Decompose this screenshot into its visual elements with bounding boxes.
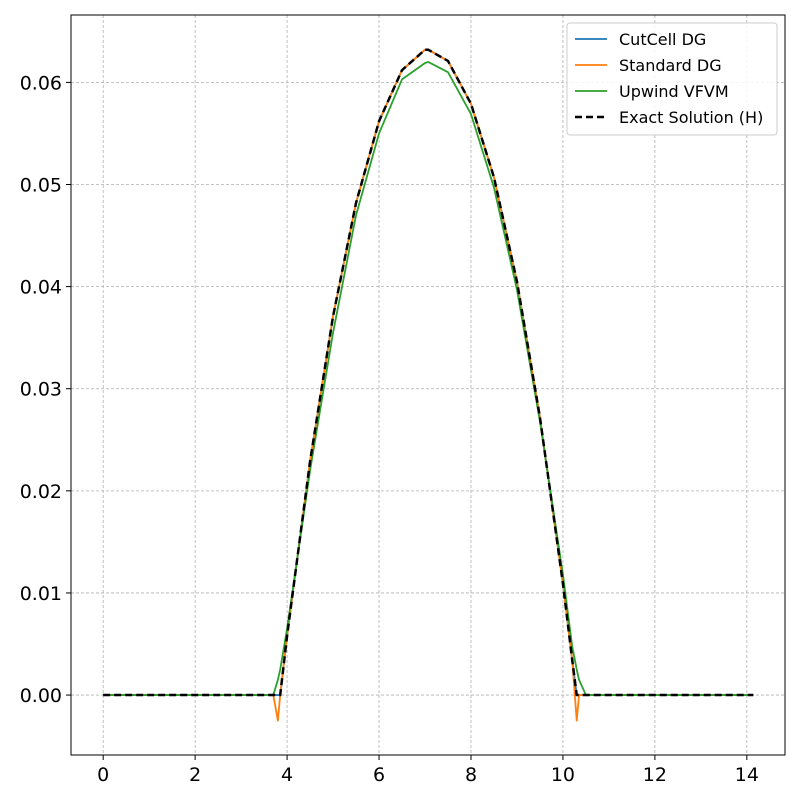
legend-label: CutCell DG: [619, 30, 706, 49]
y-tick-label: 0.00: [20, 685, 62, 707]
y-tick-label: 0.03: [20, 379, 62, 401]
x-tick-label: 2: [189, 764, 201, 786]
x-tick-label: 4: [281, 764, 293, 786]
x-tick-label: 12: [643, 764, 667, 786]
legend-label: Standard DG: [619, 56, 722, 75]
x-tick-label: 8: [465, 764, 477, 786]
legend: CutCell DG Standard DG Upwind VFVM Exact So…: [566, 22, 778, 136]
legend-label: Exact Solution (H): [619, 108, 763, 127]
x-tick-label: 6: [373, 764, 385, 786]
x-tick-label: 0: [97, 764, 109, 786]
y-tick-label: 0.05: [20, 175, 62, 197]
x-tick-label: 10: [551, 764, 575, 786]
y-tick-label: 0.02: [20, 481, 62, 503]
y-tick-label: 0.06: [20, 72, 62, 94]
plot-frame: [70, 14, 786, 756]
legend-box: [566, 22, 778, 136]
ticks: 0 2 4 6 8 10 12 14 0.00 0.01 0.02 0.03 0.04 0.05 0.06: [20, 72, 759, 786]
x-tick-label: 14: [735, 764, 759, 786]
y-tick-label: 0.01: [20, 583, 62, 605]
series-line: [103, 48, 754, 697]
legend-label: Upwind VFVM: [619, 82, 729, 101]
y-tick-label: 0.04: [20, 277, 62, 299]
plot-lines: [103, 48, 754, 722]
